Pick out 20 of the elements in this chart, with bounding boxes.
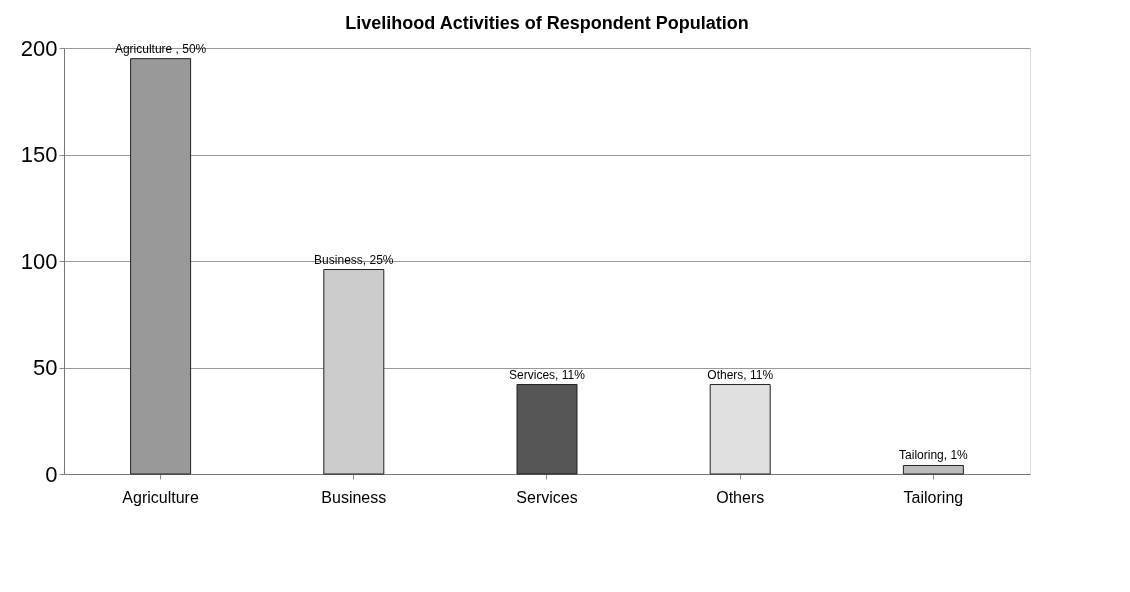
annotation: Tailoring, 1% [899,448,969,463]
bar [516,384,578,475]
x-tick-label: Others [716,488,765,506]
bar [709,384,771,475]
annotation: Agriculture , 50% [114,41,207,56]
y-tick-label: 0 [45,461,58,487]
annotation: Others, 11% [707,367,774,382]
x-tick-label: Business [321,488,387,506]
x-tick-label: Services [516,488,578,506]
y-tick-label: 100 [20,248,58,274]
y-tick-label: 150 [20,142,58,167]
chart-title: Livelihood Activities of Respondent Population [345,13,749,33]
y-tick-label: 200 [20,35,58,61]
annotation: Services, 11% [509,367,586,382]
annotation: Business, 25% [314,252,394,267]
bar [902,464,964,475]
y-tick-label: 50 [33,355,58,380]
x-tick-label: Agriculture [122,488,199,506]
x-tick-label: Tailoring [903,488,964,506]
bar [323,269,385,475]
